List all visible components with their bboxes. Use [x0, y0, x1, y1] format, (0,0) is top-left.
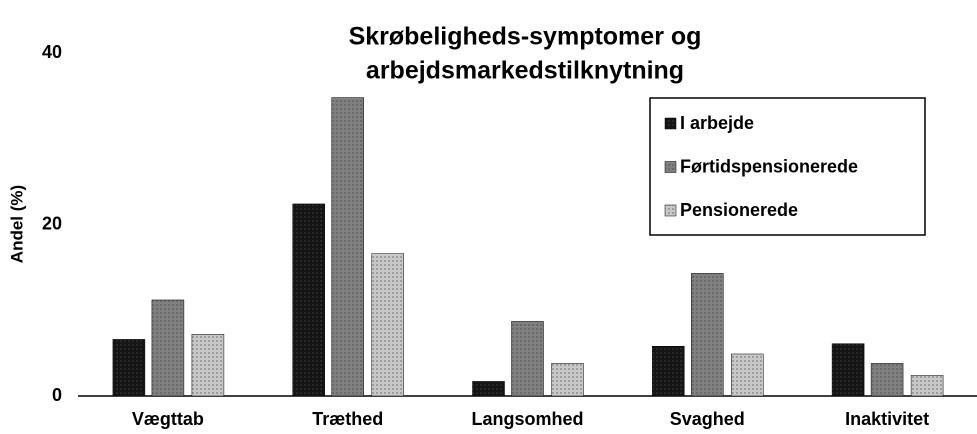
y-tick-label: 20 [42, 213, 62, 233]
x-tick-label: Svaghed [670, 409, 745, 429]
bar [371, 253, 404, 397]
chart-title: arbejdsmarkedstilknytning [366, 57, 684, 85]
legend-swatch [664, 204, 677, 217]
x-tick-label: Langsomhed [471, 409, 583, 429]
bar [292, 203, 325, 397]
bar [151, 299, 185, 397]
x-tick-label: Træthed [312, 409, 383, 429]
bar [691, 273, 724, 397]
bar [551, 363, 584, 397]
y-tick-label: 0 [52, 385, 62, 405]
bar [831, 343, 865, 397]
x-tick-label: Vægttab [132, 409, 204, 429]
bar [191, 334, 225, 397]
bar [652, 346, 685, 397]
legend-label: I arbejde [680, 113, 754, 133]
bar [870, 363, 904, 397]
legend-label: Førtidspensionerede [680, 156, 858, 176]
chart-title: Skrøbeligheds-symptomer og [349, 23, 702, 51]
bar [472, 381, 505, 397]
x-tick-label: Inaktivitet [845, 409, 929, 429]
legend-swatch [664, 117, 677, 130]
bar [910, 375, 944, 397]
bar [731, 353, 764, 397]
legend-label: Pensionerede [680, 200, 798, 220]
legend-box [649, 97, 926, 236]
y-axis-label: Andel (%) [7, 185, 26, 263]
legend-swatch [664, 161, 677, 173]
bar [331, 97, 364, 397]
bar [112, 339, 146, 397]
y-tick-label: 40 [42, 42, 62, 62]
bar [511, 321, 544, 397]
